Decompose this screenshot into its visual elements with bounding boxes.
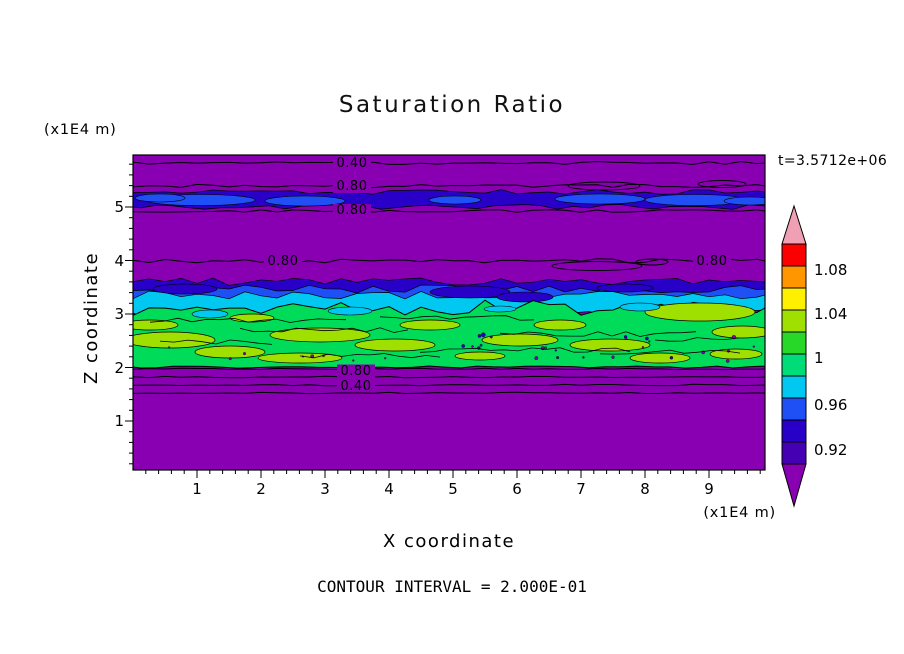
contour-label-text: 0.80 xyxy=(697,254,728,269)
y-tick-label: 2 xyxy=(114,359,124,377)
contour-label: 0.80 xyxy=(333,179,371,194)
y-axis-title: Z coordinate xyxy=(81,252,102,384)
x-axis-units: (x1E4 m) xyxy=(703,505,776,521)
contour-label-bg xyxy=(333,156,371,170)
x-tick-label: 1 xyxy=(192,480,202,498)
x-tick-label: 3 xyxy=(320,480,330,498)
contour-line-labels: 0.40 0.80 0.80 0.80 0.80 0.80 0.40 xyxy=(264,156,731,394)
y-tick-label: 3 xyxy=(114,305,124,323)
y-axis-units: (x1E4 m) xyxy=(44,122,117,138)
contour-label: 0.80 xyxy=(337,364,375,379)
x-tick-label: 7 xyxy=(576,480,586,498)
x-tick-label: 6 xyxy=(512,480,522,498)
colorbar-label: 1 xyxy=(814,349,824,367)
colorbar-label: 0.96 xyxy=(814,396,847,414)
plot-title: Saturation Ratio xyxy=(339,92,565,118)
x-tick-label: 2 xyxy=(256,480,266,498)
x-tick-label: 9 xyxy=(704,480,714,498)
contour-label-text: 0.80 xyxy=(268,254,299,269)
contour-label-bg xyxy=(264,255,302,268)
x-tick-label: 5 xyxy=(448,480,458,498)
x-tick-label: 8 xyxy=(640,480,650,498)
contour-interval-note: CONTOUR INTERVAL = 2.000E-01 xyxy=(317,577,587,596)
colorbar-label: 1.08 xyxy=(814,261,847,279)
contour-label-bg xyxy=(337,364,375,378)
contour-field xyxy=(133,155,765,470)
time-annotation: t=3.5712e+06 xyxy=(778,153,887,169)
y-axis-tick-labels: 5 4 3 2 1 xyxy=(114,198,124,430)
x-axis-title: X coordinate xyxy=(383,531,515,552)
contour-label: 0.80 xyxy=(693,254,731,269)
contour-label: 0.40 xyxy=(333,156,371,171)
y-tick-label: 1 xyxy=(114,412,124,430)
contour-label-text: 0.40 xyxy=(341,379,372,394)
contour-label-text: 0.40 xyxy=(337,156,368,171)
colorbar-tick-labels: 1.08 1.04 1 0.96 0.92 xyxy=(814,261,847,459)
colorbar-label: 0.92 xyxy=(814,441,847,459)
contour-label-bg xyxy=(333,204,371,217)
plot-frame xyxy=(132,154,766,471)
contour-label-text: 0.80 xyxy=(341,364,372,379)
contour-label-text: 0.80 xyxy=(337,179,368,194)
colorbar-bands xyxy=(781,204,807,508)
colorbar: 1.08 1.04 1 0.96 0.92 xyxy=(781,204,847,508)
contour-label: 0.80 xyxy=(333,203,371,218)
contour-label: 0.80 xyxy=(264,254,302,269)
axis-ticks xyxy=(125,163,761,478)
x-axis-tick-labels: 1 2 3 4 5 6 7 8 9 xyxy=(192,480,714,498)
contour-label-bg xyxy=(337,379,375,393)
y-tick-label: 5 xyxy=(114,198,124,216)
contour-label-bg xyxy=(333,180,371,193)
contour-label-text: 0.80 xyxy=(337,203,368,218)
y-tick-label: 4 xyxy=(114,252,124,270)
contour-label-bg xyxy=(693,255,731,268)
x-tick-label: 4 xyxy=(384,480,394,498)
contour-label: 0.40 xyxy=(337,379,375,394)
colorbar-label: 1.04 xyxy=(814,305,847,323)
